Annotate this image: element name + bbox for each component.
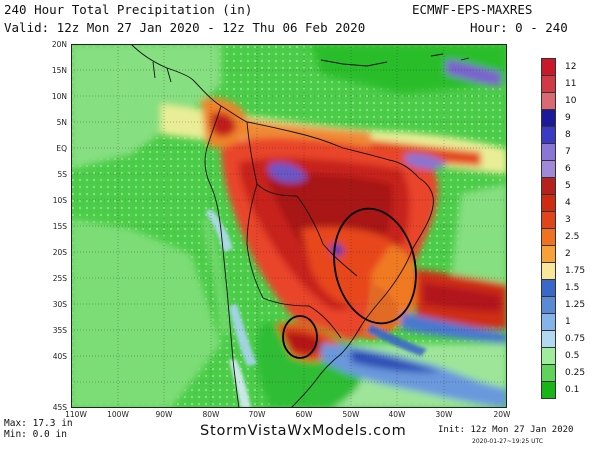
- lon-label: 40W: [388, 410, 406, 419]
- lat-label: 30S: [52, 300, 67, 309]
- colorbar-swatch: [541, 211, 556, 229]
- brand-watermark: StormVistaWxModels.com: [200, 423, 407, 439]
- colorbar-swatch: [541, 143, 556, 161]
- colorbar-swatch: [541, 296, 556, 314]
- lat-label: 5N: [56, 118, 67, 127]
- colorbar-swatch: [541, 160, 556, 178]
- colorbar-label: 7: [565, 146, 571, 157]
- colorbar-label: 0.1: [565, 384, 580, 395]
- colorbar-swatch: [541, 330, 556, 348]
- lat-label: 45S: [52, 403, 67, 412]
- lon-label: 110W: [65, 410, 87, 419]
- colorbar-label: 1.25: [565, 299, 586, 310]
- lon-label: 90W: [155, 410, 173, 419]
- lat-label: EQ: [56, 144, 67, 153]
- colorbar-swatch: [541, 262, 556, 280]
- lat-label: 20S: [52, 248, 67, 257]
- colorbar-label: 3: [565, 214, 571, 225]
- annotation-ellipse-small: [282, 315, 318, 359]
- colorbar-swatch: [541, 58, 556, 76]
- lon-label: 70W: [248, 410, 266, 419]
- lon-label: 50W: [342, 410, 360, 419]
- lat-label: 20N: [51, 40, 67, 49]
- colorbar-label: 8: [565, 129, 571, 140]
- lat-label: 10N: [51, 92, 67, 101]
- colorbar-label: 2.5: [565, 231, 580, 242]
- lon-label: 20W: [493, 410, 511, 419]
- lon-label: 60W: [295, 410, 313, 419]
- colorbar-label: 9: [565, 112, 571, 123]
- colorbar-swatch: [541, 92, 556, 110]
- init-time: Init: 12z Mon 27 Jan 2020: [438, 425, 574, 435]
- colorbar-swatch: [541, 75, 556, 93]
- colorbar-label: 11: [565, 78, 577, 89]
- colorbar-label: 6: [565, 163, 571, 174]
- lon-label: 100W: [107, 410, 129, 419]
- lat-label: 10S: [52, 196, 67, 205]
- colorbar-label: 0.75: [565, 333, 586, 344]
- lat-label: 40S: [52, 352, 67, 361]
- render-timestamp: 2020-01-27~19:25 UTC: [472, 438, 543, 445]
- colorbar-label: 1.75: [565, 265, 586, 276]
- colorbar-swatch: [541, 177, 556, 195]
- colorbar-label: 10: [565, 95, 577, 106]
- colorbar-swatch: [541, 109, 556, 127]
- colorbar-label: 1.5: [565, 282, 580, 293]
- colorbar-label: 0.5: [565, 350, 580, 361]
- lat-label: 15N: [51, 66, 67, 75]
- colorbar-label: 1: [565, 316, 571, 327]
- colorbar-label: 5: [565, 180, 571, 191]
- lon-label: 80W: [202, 410, 220, 419]
- forecast-hours: Hour: 0 - 240: [470, 20, 568, 35]
- colorbar-swatch: [541, 126, 556, 144]
- lat-label: 5S: [57, 170, 67, 179]
- colorbar-swatch: [541, 279, 556, 297]
- min-value: Min: 0.0 in: [4, 429, 67, 440]
- colorbar-swatch: [541, 313, 556, 331]
- colorbar-label: 12: [565, 61, 577, 72]
- colorbar-swatch: [541, 194, 556, 212]
- colorbar-swatch: [541, 381, 556, 399]
- chart-title: 240 Hour Total Precipitation (in): [4, 2, 253, 17]
- annotation-ellipse-large: [333, 207, 417, 325]
- colorbar-swatch: [541, 347, 556, 365]
- colorbar-label: 4: [565, 197, 571, 208]
- valid-period: Valid: 12z Mon 27 Jan 2020 - 12z Thu 06 …: [4, 20, 366, 35]
- precipitation-map: [71, 44, 507, 408]
- colorbar-swatch: [541, 228, 556, 246]
- max-value: Max: 17.3 in: [4, 418, 73, 429]
- colorbar-legend: 12 11 10 9 8 7 6 5 4 3 2.5 2 1.75 1.5 1.25 1 0.75 0.5 0.25…: [541, 58, 585, 399]
- lat-label: 25S: [52, 274, 67, 283]
- lat-label: 15S: [52, 222, 67, 231]
- colorbar-label: 2: [565, 248, 571, 259]
- model-name: ECMWF-EPS-MAXRES: [412, 2, 533, 17]
- lat-label: 35S: [52, 326, 67, 335]
- colorbar-swatch: [541, 364, 556, 382]
- lon-label: 30W: [435, 410, 453, 419]
- colorbar-swatch: [541, 245, 556, 263]
- colorbar-label: 0.25: [565, 367, 586, 378]
